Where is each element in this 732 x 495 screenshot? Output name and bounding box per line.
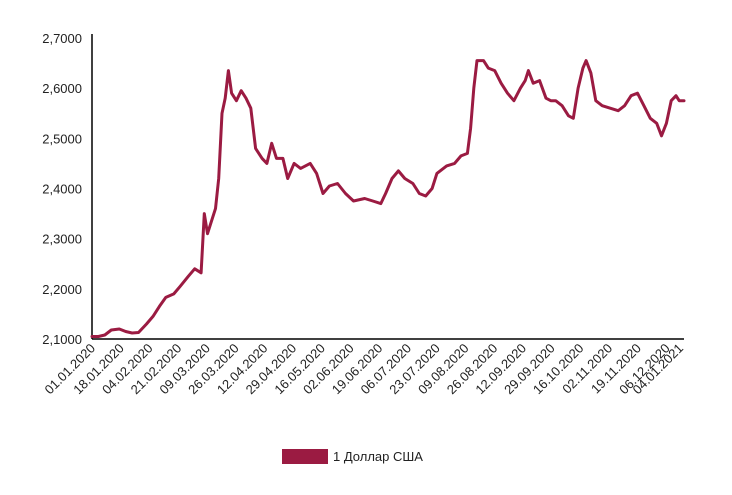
legend-swatch-usd (282, 449, 328, 464)
y-tick-label: 2,2000 (42, 282, 82, 297)
x-axis-tick-labels: 01.01.202018.01.202004.02.202021.02.2020… (41, 341, 686, 398)
series-line-usd (90, 59, 686, 338)
y-tick-label: 2,1000 (42, 332, 82, 347)
legend: 1 Доллар США (282, 449, 423, 464)
y-tick-label: 2,3000 (42, 232, 82, 247)
y-tick-label: 2,4000 (42, 182, 82, 197)
y-tick-label: 2,6000 (42, 81, 82, 96)
y-tick-label: 2,5000 (42, 131, 82, 146)
y-tick-label: 2,7000 (42, 31, 82, 46)
legend-label-usd: 1 Доллар США (333, 449, 423, 464)
y-axis-tick-labels: 2,1000 2,2000 2,3000 2,4000 2,5000 2,6000 2,70… (42, 31, 82, 347)
